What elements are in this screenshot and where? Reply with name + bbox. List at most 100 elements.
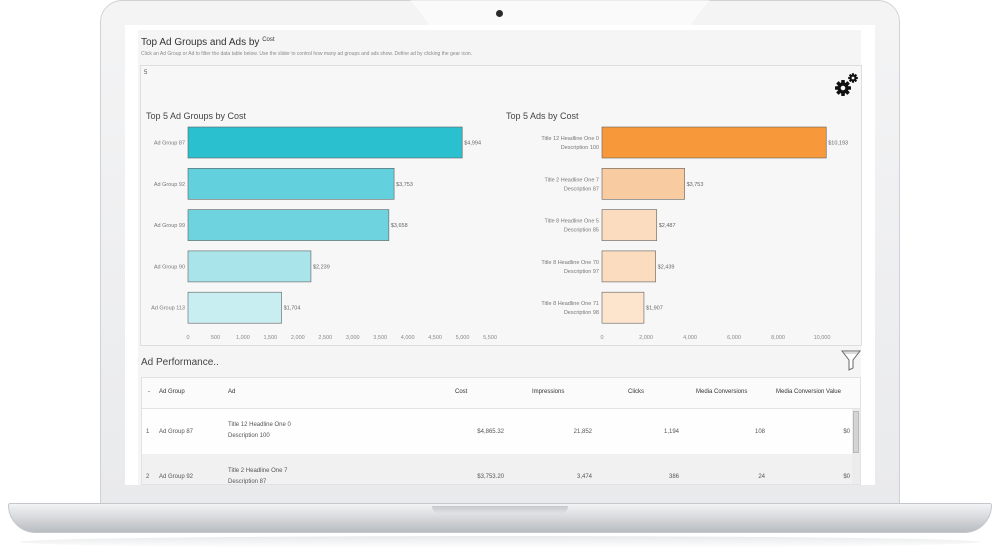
x-tick-label: 3,500 [373,335,387,341]
row-index: 1 [146,429,150,435]
x-tick-label: 6,000 [727,335,741,341]
category-label[interactable]: Title 8 Headline One 5 Description 85 [544,219,599,234]
bar[interactable] [601,168,685,200]
clicks-cell: 386 [668,474,679,480]
ad-performance-title: Ad Performance.. [141,357,219,368]
category-label-line: Ad Group 90 [154,264,185,270]
category-label[interactable]: Ad Group 113 [151,306,185,312]
table-row[interactable]: 1 Ad Group 87 Title 12 Headline One 0 De… [142,409,852,454]
x-tick-label: 500 [211,335,220,341]
category-label[interactable]: Title 2 Headline One 7 Description 87 [544,177,599,192]
category-label-line: Title 8 Headline One 71 [541,301,599,307]
category-label[interactable]: Ad Group 99 [154,223,185,229]
category-label-line: Ad Group 92 [154,182,185,188]
x-tick-label: 1,000 [236,335,250,341]
column-header-media-conversion-value[interactable]: Media Conversion Value [776,389,841,395]
category-label[interactable]: Title 12 Headline One 0 Description 100 [541,136,599,151]
value-label: $2,239 [313,264,330,270]
laptop-shadow [20,536,980,548]
metric-parameter[interactable]: Cost [262,37,275,43]
gear-icon[interactable] [833,72,859,98]
ad-group-cell: Ad Group 92 [159,474,194,480]
category-label[interactable]: Ad Group 87 [154,141,185,147]
x-tick-label: 2,500 [318,335,332,341]
column-header-ad[interactable]: Ad [228,389,236,395]
ads-bar-chart: Title 12 Headline One 0 Description 100 $1… [541,126,848,341]
x-tick-label: 2,000 [639,335,653,341]
conversion-value-cell: $0 [843,429,850,435]
impressions-cell: 3,474 [576,474,592,480]
column-header-cost[interactable]: Cost [455,389,468,395]
value-label: $3,753 [687,182,704,188]
bar[interactable] [187,209,390,241]
bar[interactable] [601,209,658,241]
row-index: 2 [146,474,150,480]
x-tick-label: 0 [600,335,603,341]
conversions-cell: 108 [754,429,765,435]
category-label-line: Description 85 [564,228,599,234]
value-label: $2,439 [658,264,675,270]
value-label: $2,487 [659,223,676,229]
ad-cell-description: Description 87 [228,479,267,485]
category-label[interactable]: Ad Group 92 [154,182,185,188]
dashboard-instructions: Click an Ad Group or Ad to filter the da… [141,51,473,57]
category-label-line: Ad Group 113 [151,306,185,312]
sort-indicator[interactable]: - [148,389,150,395]
bar[interactable] [187,126,463,159]
column-header-clicks[interactable]: Clicks [628,389,644,395]
value-label: $1,907 [646,306,663,312]
value-label: $10,193 [828,141,848,147]
ad-group-cell: Ad Group 87 [159,429,194,435]
category-label[interactable]: Title 8 Headline One 70 Description 97 [541,260,599,275]
scrollbar-thumb[interactable] [853,411,859,453]
value-label: $4,994 [464,141,481,147]
bar[interactable] [187,250,312,283]
category-label-line: Title 8 Headline One 70 [541,260,599,266]
x-tick-label: 1,500 [263,335,277,341]
x-tick-label: 2,000 [291,335,305,341]
value-label: $3,753 [396,182,413,188]
filter-icon[interactable] [840,349,862,371]
category-label-line: Title 12 Headline One 0 [541,136,599,142]
ad-groups-chart-title: Top 5 Ad Groups by Cost [146,111,247,121]
ad-cell-headline: Title 2 Headline One 7 [228,468,288,474]
charts-panel: 5 [140,65,862,346]
category-label-line: Description 87 [564,186,599,192]
category-label[interactable]: Title 8 Headline One 71 Description 98 [541,301,599,316]
bar[interactable] [601,291,645,324]
webcam [496,10,503,17]
category-label-line: Title 2 Headline One 7 [544,177,599,183]
conversions-cell: 24 [758,474,765,480]
bar[interactable] [601,126,827,159]
category-label-line: Description 100 [561,145,599,151]
laptop-screen: Top Ad Groups and Ads by Cost Click an A… [125,25,875,485]
conversion-value-cell: $0 [843,474,850,480]
ad-cell-headline: Title 12 Headline One 0 [228,422,291,428]
impressions-cell: 21,852 [573,429,592,435]
top-n-slider-value[interactable]: 5 [144,70,148,76]
column-header-impressions[interactable]: Impressions [532,389,565,395]
category-label-line: Ad Group 99 [154,223,185,229]
ads-chart-title: Top 5 Ads by Cost [506,111,579,121]
ad-cell-description: Description 100 [228,433,270,439]
x-tick-label: 4,000 [683,335,697,341]
x-tick-label: 4,000 [401,335,415,341]
category-label-line: Description 98 [564,310,599,316]
category-label-line: Ad Group 87 [154,141,185,147]
bar[interactable] [601,250,656,283]
table-header: - Ad Group Ad Cost Impressions Clicks Me… [142,378,860,409]
bar[interactable] [187,168,395,200]
cost-cell: $4,865.32 [477,429,504,435]
column-header-media-conversions[interactable]: Media Conversions [696,389,748,395]
table-row[interactable]: 2 Ad Group 92 Title 2 Headline One 7 Des… [142,454,852,485]
ad-performance-table: - Ad Group Ad Cost Impressions Clicks Me… [141,377,861,485]
category-label[interactable]: Ad Group 90 [154,264,185,270]
cost-cell: $3,753.20 [477,474,504,480]
ad-groups-bar-chart: Ad Group 87 $4,994 Ad Group 92 $3,753 Ad Gro… [151,126,497,341]
bar[interactable] [187,291,282,324]
table-scrollbar[interactable] [852,409,860,484]
value-label: $3,658 [391,223,408,229]
column-header-ad-group[interactable]: Ad Group [159,389,185,395]
x-tick-label: 4,500 [428,335,442,341]
x-tick-label: 0 [186,335,189,341]
